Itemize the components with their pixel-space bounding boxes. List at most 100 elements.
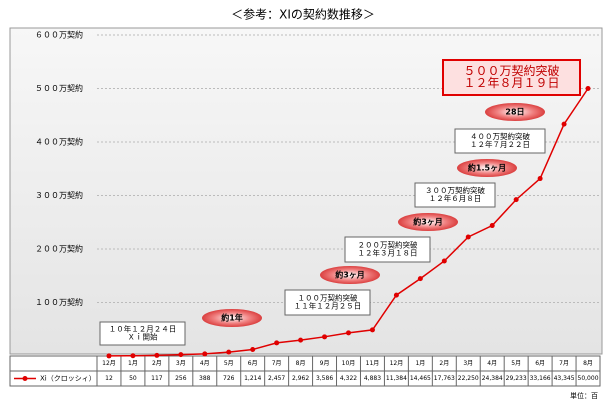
milestone-box xyxy=(284,289,371,316)
interval-label: 約3ヶ月 xyxy=(413,217,443,227)
data-point xyxy=(322,334,328,340)
x-tick-label: 12月 xyxy=(390,360,404,367)
data-point xyxy=(417,276,423,282)
data-point xyxy=(489,223,495,229)
data-point xyxy=(369,327,375,333)
milestone-text: ２００万契約突破 xyxy=(358,239,418,249)
y-tick-label: １００万契約 xyxy=(35,297,83,307)
chart-title: ＜参考：XIの契約数推移＞ xyxy=(231,7,375,22)
table-value: 726 xyxy=(223,375,235,382)
y-tick-label: ２００万契約 xyxy=(35,244,83,254)
data-point xyxy=(298,337,304,343)
x-tick-label: 8月 xyxy=(583,360,593,367)
x-tick-label: 2月 xyxy=(439,360,449,367)
milestone-text: １２年７月２２日 xyxy=(470,139,530,149)
milestone-box xyxy=(414,182,496,208)
data-point xyxy=(178,352,184,358)
milestone-text: １０年１２月２４日 xyxy=(109,324,177,334)
table-value: 24,384 xyxy=(482,375,503,382)
table-value: 50,000 xyxy=(578,375,599,382)
milestone-box xyxy=(454,128,546,154)
milestone-text: １２年８月１９日 xyxy=(463,76,559,90)
x-tick-label: 8月 xyxy=(296,360,306,367)
x-tick-label: 7月 xyxy=(272,360,282,367)
table-value: 12 xyxy=(105,375,113,382)
interval-label: 約1.5ヶ月 xyxy=(468,163,506,173)
table-value: 22,250 xyxy=(458,375,479,382)
x-tick-label: 2月 xyxy=(152,360,162,367)
milestone-text: １２年６月８日 xyxy=(429,193,482,203)
data-point xyxy=(513,197,519,203)
table-value: 14,465 xyxy=(410,375,431,382)
x-tick-label: 1月 xyxy=(128,360,138,367)
milestone-text: ４００万契約突破 xyxy=(470,131,530,141)
x-tick-label: 5月 xyxy=(224,360,234,367)
interval-label: 約3ヶ月 xyxy=(335,270,365,280)
table-value: 4,883 xyxy=(364,375,381,382)
table-value: 3,586 xyxy=(316,375,333,382)
table-value: 33,166 xyxy=(530,375,551,382)
x-tick-label: 11月 xyxy=(366,360,380,367)
table-value: 2,457 xyxy=(268,375,285,382)
milestone-text: １２年３月１８日 xyxy=(358,248,418,258)
x-tick-label: 6月 xyxy=(248,360,258,367)
table-value: 117 xyxy=(151,375,163,382)
x-tick-label: 6月 xyxy=(535,360,545,367)
data-point xyxy=(202,351,208,357)
milestone-text: １００万契約突破 xyxy=(298,292,358,302)
x-tick-label: 4月 xyxy=(200,360,210,367)
table-value: 43,345 xyxy=(554,375,575,382)
y-tick-label: ５００万契約 xyxy=(35,83,83,93)
y-tick-label: ３００万契約 xyxy=(35,190,83,200)
y-tick-label: ４００万契約 xyxy=(35,137,83,147)
table-value: 1,214 xyxy=(244,375,261,382)
x-tick-label: 3月 xyxy=(176,360,186,367)
data-point xyxy=(154,352,160,358)
data-point xyxy=(106,353,112,359)
legend-label: Xi（クロッシィ） xyxy=(40,375,96,383)
milestone-box xyxy=(344,236,431,263)
table-value: 388 xyxy=(199,375,211,382)
table-value: 4,322 xyxy=(340,375,357,382)
interval-badge xyxy=(457,159,517,177)
x-tick-label: 7月 xyxy=(559,360,569,367)
x-tick-label: 12月 xyxy=(102,360,116,367)
interval-label: 約1年 xyxy=(221,313,243,323)
table-value: 50 xyxy=(129,375,137,382)
milestone-box xyxy=(442,59,581,96)
table-value: 256 xyxy=(175,375,187,382)
milestone-text: ３００万契約突破 xyxy=(425,185,485,195)
data-point xyxy=(250,347,256,353)
milestone-text: Ｘｉ開始 xyxy=(128,331,158,341)
x-tick-label: 10月 xyxy=(342,360,356,367)
x-tick-label: 1月 xyxy=(415,360,425,367)
table-value: 17,763 xyxy=(434,375,455,382)
data-point xyxy=(346,330,351,336)
data-point xyxy=(441,258,447,264)
interval-label: 28日 xyxy=(505,108,524,117)
data-point xyxy=(393,292,399,298)
data-point xyxy=(130,353,136,359)
data-point xyxy=(561,121,567,127)
data-point xyxy=(585,86,591,91)
milestone-box xyxy=(99,321,186,346)
x-tick-label: 4月 xyxy=(487,360,497,367)
milestone-text: ５００万契約突破 xyxy=(463,63,559,78)
unit-note: 単位：百 xyxy=(570,391,598,400)
milestone-text: １１年１２月２５日 xyxy=(294,301,362,311)
data-point xyxy=(274,340,280,346)
table-value: 29,233 xyxy=(506,375,527,382)
interval-badge xyxy=(398,213,458,231)
x-tick-label: 5月 xyxy=(511,360,521,367)
legend-marker xyxy=(22,376,28,381)
interval-badge xyxy=(485,103,545,121)
data-point xyxy=(465,234,471,240)
table-value: 2,962 xyxy=(292,375,309,382)
interval-badge xyxy=(202,309,262,327)
data-point xyxy=(226,349,232,355)
x-tick-label: 9月 xyxy=(320,360,330,367)
y-tick-label: ６００万契約 xyxy=(35,30,83,40)
x-tick-label: 3月 xyxy=(463,360,473,367)
table-value: 11,384 xyxy=(386,375,407,382)
